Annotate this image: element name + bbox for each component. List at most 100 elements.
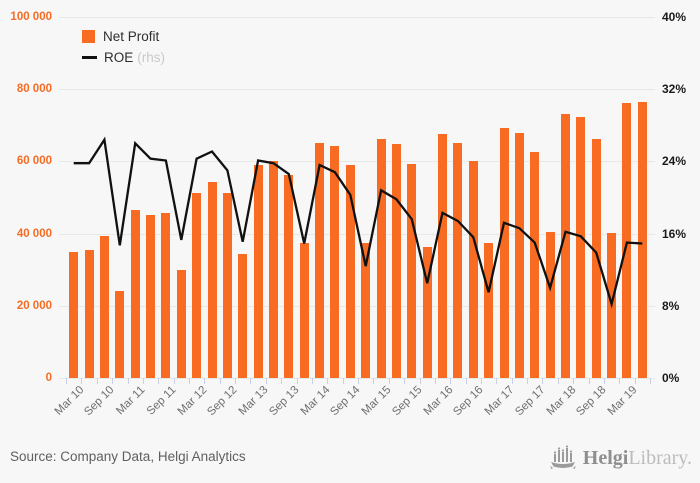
helgi-ship-chart-icon xyxy=(550,445,576,469)
x-axis-tick xyxy=(388,378,390,384)
x-axis-label: Sep 16 xyxy=(451,384,486,419)
net-profit-bar xyxy=(422,247,432,378)
x-axis-label: Mar 11 xyxy=(114,384,148,418)
x-axis-label: Mar 16 xyxy=(421,384,455,418)
net-profit-bar xyxy=(514,133,524,378)
x-axis-tick xyxy=(619,378,621,384)
x-axis-tick xyxy=(296,378,298,384)
net-profit-bar xyxy=(499,128,509,378)
net-profit-bar xyxy=(637,101,647,378)
net-profit-bar xyxy=(530,152,540,378)
x-axis-tick xyxy=(419,378,421,384)
x-axis-label: Mar 18 xyxy=(544,384,578,418)
net-profit-bar xyxy=(146,214,155,378)
x-axis-label: Mar 17 xyxy=(482,384,517,418)
legend-roe-label: ROE xyxy=(104,50,134,65)
x-axis-tick xyxy=(603,378,605,384)
net-profit-bar xyxy=(84,250,94,378)
net-profit-bar xyxy=(99,235,109,378)
x-axis-label: Mar 13 xyxy=(236,384,271,418)
x-axis-tick xyxy=(634,378,636,384)
gridline xyxy=(59,17,655,18)
logo-library: Library. xyxy=(628,447,692,469)
source-note: Source: Company Data, Helgi Analytics xyxy=(10,449,246,464)
x-axis-tick xyxy=(96,378,98,384)
x-axis-tick xyxy=(511,378,513,384)
y-axis-label-right: 40% xyxy=(662,10,687,24)
net-profit-bar xyxy=(69,251,79,378)
x-axis-tick xyxy=(573,378,575,384)
x-axis-tick xyxy=(173,378,175,384)
x-axis-tick xyxy=(281,378,283,384)
x-axis-tick xyxy=(358,378,359,384)
y-axis-label-right: 16% xyxy=(662,226,687,241)
x-axis-tick xyxy=(450,378,452,384)
x-axis-tick xyxy=(373,378,375,384)
y-axis-label-left: 60 000 xyxy=(16,155,52,168)
x-axis-tick xyxy=(265,378,267,384)
x-axis-tick xyxy=(342,378,344,384)
net-profit-bar xyxy=(545,231,555,378)
net-profit-bar xyxy=(345,165,355,378)
net-profit-bar xyxy=(176,270,186,378)
x-axis-tick xyxy=(527,378,529,384)
logo-helgi: Helgi xyxy=(582,447,629,469)
x-axis-tick xyxy=(127,378,129,384)
x-axis-label: Sep 13 xyxy=(267,384,302,419)
x-axis-tick xyxy=(557,378,559,384)
x-axis-tick xyxy=(188,378,190,384)
gridline xyxy=(59,89,655,91)
net-profit-bar xyxy=(269,161,278,378)
x-axis-label: Sep 10 xyxy=(82,384,117,419)
legend-item-net-profit: Net Profit xyxy=(82,28,165,45)
x-axis-tick xyxy=(404,378,406,384)
x-axis-label: Mar 10 xyxy=(52,384,87,418)
logo-text: HelgiLibrary. xyxy=(583,444,692,472)
net-profit-bar xyxy=(192,193,202,378)
x-axis-tick xyxy=(327,378,329,384)
net-profit-bar xyxy=(361,243,371,378)
y-axis-label-left: 20 000 xyxy=(16,299,52,312)
y-axis-label-right: 32% xyxy=(662,82,687,97)
net-profit-bar xyxy=(222,192,232,378)
net-profit-bar xyxy=(207,182,217,378)
x-axis-label: Mar 14 xyxy=(298,384,333,418)
x-axis-label: Sep 17 xyxy=(512,384,548,419)
x-axis-label: Mar 12 xyxy=(175,384,210,418)
x-axis-tick xyxy=(112,378,114,384)
net-profit-bar xyxy=(391,144,401,378)
x-axis-tick xyxy=(542,378,544,384)
x-axis-label: Sep 15 xyxy=(390,384,425,419)
net-profit-bar xyxy=(607,232,617,378)
net-profit-bar xyxy=(484,243,494,378)
gridline xyxy=(59,378,655,379)
net-profit-bar xyxy=(238,253,248,378)
y-axis-label-right: 24% xyxy=(662,154,687,169)
y-axis-label-right: 8% xyxy=(662,298,680,313)
legend-roe-suffix: (rhs) xyxy=(137,50,166,65)
x-axis-tick xyxy=(142,378,144,384)
x-axis-tick xyxy=(311,378,313,384)
net-profit-bar xyxy=(115,291,125,378)
x-axis-tick xyxy=(465,378,467,384)
x-axis-tick xyxy=(434,378,436,384)
net-profit-bar xyxy=(576,117,586,378)
x-axis-tick xyxy=(250,378,252,384)
x-axis-tick xyxy=(650,378,651,384)
net-profit-bar xyxy=(376,139,386,378)
net-profit-bar xyxy=(315,143,325,378)
x-axis-tick xyxy=(588,378,590,384)
y-axis-label-left: 80 000 xyxy=(16,83,52,96)
legend-net-profit-label: Net Profit xyxy=(103,29,160,44)
net-profit-bar xyxy=(468,161,478,378)
y-axis-label-left: 40 000 xyxy=(16,227,52,240)
x-axis-tick xyxy=(81,378,83,384)
x-axis-label: Sep 18 xyxy=(574,384,609,419)
net-profit-bar xyxy=(438,134,447,378)
net-profit-bar xyxy=(253,165,263,378)
net-profit-bar xyxy=(161,213,171,378)
net-profit-bar xyxy=(591,138,601,378)
x-axis-tick xyxy=(204,378,206,384)
x-axis-label: Sep 14 xyxy=(328,384,363,419)
